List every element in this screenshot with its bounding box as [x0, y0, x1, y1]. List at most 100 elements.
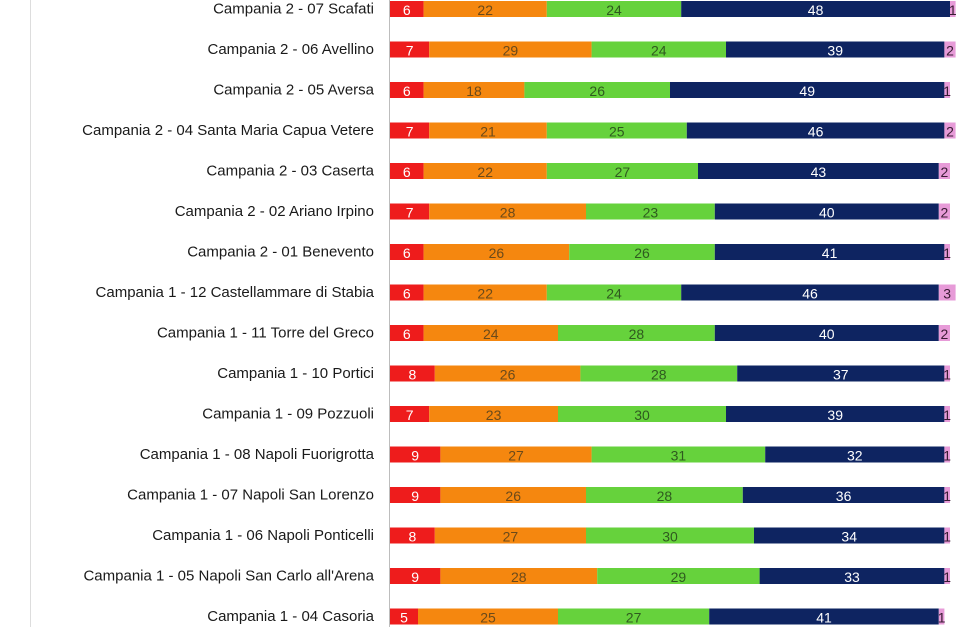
bar-segment	[429, 41, 592, 58]
value-label: 1	[938, 610, 946, 626]
value-label: 1	[949, 2, 956, 18]
value-label: 26	[634, 245, 650, 261]
bar-segment	[944, 122, 956, 139]
value-label: 8	[409, 367, 417, 383]
bar-segment	[558, 406, 726, 422]
value-label: 31	[671, 448, 687, 464]
bar-segment	[423, 325, 558, 341]
value-label: 24	[483, 326, 499, 342]
value-label: 1	[943, 448, 951, 464]
category-label: Campania 2 - 06 Avellino	[208, 41, 375, 58]
value-label: 6	[403, 326, 411, 342]
bar-segment	[390, 608, 418, 625]
value-label: 2	[941, 326, 949, 342]
value-label: 22	[477, 286, 493, 302]
category-labels-group: Campania 2 - 07 Scafati Campania 2 - 06 A…	[82, 1, 374, 626]
value-label: 22	[477, 2, 493, 18]
category-label: Campania 1 - 12 Castellammare di Stabia	[96, 284, 375, 301]
bar-segment	[686, 122, 945, 139]
value-label: 39	[827, 407, 843, 423]
bar-segment	[546, 163, 698, 179]
category-label: Campania 2 - 07 Scafati	[213, 1, 374, 18]
bar-segment	[709, 608, 939, 625]
value-label: 7	[406, 205, 414, 221]
value-label: 8	[409, 529, 417, 545]
bar-segment	[714, 325, 939, 341]
value-label: 6	[403, 83, 411, 99]
bar-segment	[423, 244, 570, 260]
bar-segment	[390, 41, 430, 58]
value-label: 1	[943, 529, 951, 545]
value-label: 26	[500, 367, 516, 383]
category-label: Campania 2 - 01 Benevento	[187, 244, 374, 261]
bar-segment	[390, 568, 441, 584]
value-label: 9	[411, 488, 419, 504]
bar-segment	[950, 1, 956, 17]
bar-segment	[440, 568, 598, 584]
bar-segment	[390, 487, 441, 503]
bar-segment	[591, 446, 766, 463]
value-label: 24	[606, 2, 622, 18]
category-label: Campania 1 - 06 Napoli Ponticelli	[152, 527, 374, 544]
bar-segment	[546, 1, 682, 17]
bar-segment	[681, 284, 939, 301]
value-label: 1	[943, 569, 951, 585]
bar-segment	[737, 365, 945, 382]
value-label: 2	[946, 124, 954, 140]
value-label: 27	[503, 529, 519, 545]
value-label: 25	[480, 610, 496, 626]
value-label: 7	[406, 124, 414, 140]
bar-segment	[423, 82, 525, 98]
bar-segment	[944, 568, 950, 584]
bar-segment	[569, 244, 715, 260]
value-label: 27	[508, 448, 524, 464]
bar-segment	[390, 406, 430, 422]
bar-segment	[597, 568, 760, 584]
value-label: 26	[505, 488, 521, 504]
bar-segment	[698, 163, 939, 179]
value-label: 2	[941, 164, 949, 180]
bar-segment	[742, 487, 945, 503]
value-label: 41	[822, 245, 838, 261]
value-label: 28	[657, 488, 673, 504]
value-label: 24	[651, 43, 667, 59]
bar-segment	[765, 446, 945, 463]
value-label: 7	[406, 43, 414, 59]
value-label: 40	[819, 205, 835, 221]
value-label: 30	[662, 529, 678, 545]
value-label: 46	[808, 124, 824, 140]
value-label: 23	[486, 407, 502, 423]
value-label: 1	[943, 407, 951, 423]
value-label: 6	[403, 245, 411, 261]
value-label: 2	[946, 43, 954, 59]
value-label: 28	[500, 205, 516, 221]
bar-segment	[580, 365, 738, 382]
bar-segment	[558, 608, 710, 625]
bar-segment	[390, 82, 424, 98]
value-label: 24	[606, 286, 622, 302]
value-label: 2	[941, 205, 949, 221]
bar-segment	[938, 325, 950, 341]
value-label: 30	[634, 407, 650, 423]
value-label: 49	[799, 83, 815, 99]
bar-segment	[938, 203, 950, 220]
bar-segment	[423, 284, 547, 301]
value-label: 1	[943, 488, 951, 504]
category-label: Campania 1 - 09 Pozzuoli	[202, 406, 374, 423]
bar-segment	[944, 487, 950, 503]
bars-group: 6 22 24 48 17 29 24 39 26 18 26 49 17 21 25 46 26 22 27 43 2…	[390, 1, 956, 626]
bar-segment	[586, 527, 754, 544]
bar-segment	[726, 41, 945, 58]
bar-segment	[938, 608, 945, 625]
value-label: 28	[629, 326, 645, 342]
value-label: 6	[403, 2, 411, 18]
category-label: Campania 2 - 05 Aversa	[213, 82, 374, 99]
category-label: Campania 1 - 04 Casoria	[207, 608, 374, 625]
bar-segment	[759, 568, 945, 584]
bar-segment	[429, 406, 558, 422]
value-label: 23	[643, 205, 659, 221]
value-label: 28	[651, 367, 667, 383]
bar-segment	[524, 82, 670, 98]
category-label: Campania 1 - 08 Napoli Fuorigrotta	[140, 446, 375, 463]
bar-segment	[390, 203, 430, 220]
